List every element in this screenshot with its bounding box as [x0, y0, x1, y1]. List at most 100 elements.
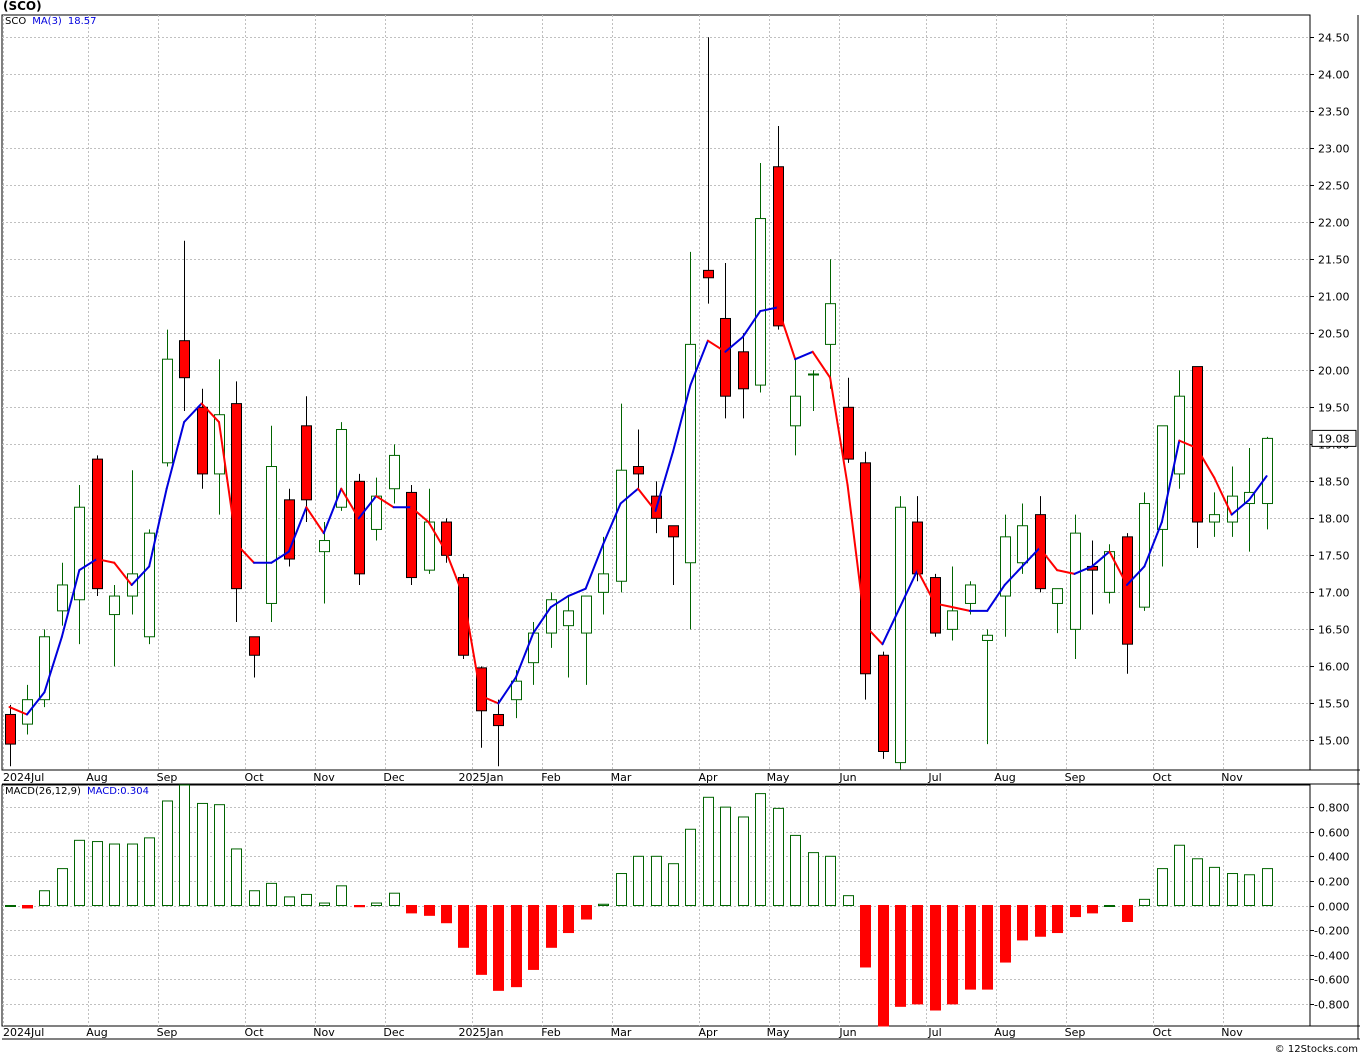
macd-x-tick-label: May — [767, 1026, 790, 1039]
macd-bar — [1209, 866, 1220, 906]
candle-body — [1262, 437, 1273, 505]
candle-body — [1052, 588, 1063, 604]
ma3-segment — [1178, 439, 1198, 450]
candle-body — [406, 491, 417, 579]
price-candle — [5, 704, 16, 767]
candle-body — [773, 166, 784, 327]
candle-body — [214, 414, 225, 475]
price-x-tick-label: Aug — [86, 771, 107, 784]
candle-body — [1157, 425, 1168, 530]
ma3-segment — [671, 384, 692, 453]
candle-body — [808, 373, 819, 376]
price-y-tick-label: 22.50 — [1318, 180, 1350, 193]
price-candle — [685, 251, 696, 630]
candle-body — [616, 469, 627, 582]
candle-body — [1000, 536, 1011, 597]
macd-bar — [109, 843, 120, 906]
candle-body — [878, 654, 889, 752]
macd-label: MACD(26,12,9) — [5, 786, 81, 797]
price-x-tick-label: Mar — [611, 771, 632, 784]
candle-body — [633, 466, 644, 475]
candle-body — [668, 525, 679, 538]
macd-bar — [92, 841, 103, 906]
ma3-segment — [724, 335, 744, 353]
price-y-tick-label: 24.00 — [1318, 69, 1350, 82]
ma3-segment — [410, 506, 430, 524]
ma3-segment — [1248, 475, 1268, 501]
ma3-segment — [1160, 439, 1181, 524]
ma3-segment — [811, 350, 832, 379]
candle-body — [179, 340, 190, 379]
candle-body — [319, 540, 330, 553]
macd-x-tick-label: Aug — [86, 1026, 107, 1039]
macd-bar — [773, 807, 784, 906]
macd-bar — [860, 905, 871, 968]
ma3-segment — [916, 569, 936, 605]
macd-bar — [231, 848, 242, 907]
price-candle — [546, 592, 557, 648]
price-candle — [476, 666, 487, 748]
macd-y-tick-label: -0.800 — [1314, 999, 1349, 1012]
macd-bar — [1104, 905, 1115, 907]
candle-body — [790, 395, 801, 427]
macd-bar — [1139, 898, 1150, 907]
ma3-segment — [1056, 569, 1076, 575]
macd-y-tick-label: 0.000 — [1318, 901, 1350, 914]
candle-body — [266, 466, 277, 604]
macd-bar — [982, 905, 993, 990]
price-candle — [633, 429, 644, 489]
price-candle — [773, 126, 784, 330]
ma3-segment — [567, 587, 587, 598]
macd-x-tick-label: 2025Jan — [459, 1026, 504, 1039]
macd-y-tick-label: -0.200 — [1314, 925, 1349, 938]
price-y-tick-label: 21.00 — [1318, 291, 1350, 304]
macd-bar — [354, 905, 365, 908]
ma3-segment — [200, 402, 221, 424]
candle-body — [685, 343, 696, 564]
price-candle — [1122, 533, 1133, 674]
ma3-segment — [637, 487, 657, 512]
price-candle — [301, 396, 312, 523]
macd-bar — [912, 905, 923, 1005]
macd-y-tick-label: 0.400 — [1318, 851, 1350, 864]
candle-body — [231, 403, 242, 590]
macd-bar — [1122, 905, 1133, 922]
macd-bar — [493, 905, 504, 991]
price-x-tick-label: Apr — [698, 771, 718, 784]
price-candle — [878, 651, 889, 759]
price-x-tick-label: Nov — [1221, 771, 1243, 784]
macd-y-tick-label: 0.800 — [1318, 802, 1350, 815]
macd-bar — [685, 828, 696, 907]
price-y-tick-label: 22.00 — [1318, 217, 1350, 230]
macd-legend: MACD(26,12,9) MACD:0.304 — [5, 786, 149, 797]
macd-bar — [878, 905, 889, 1027]
price-candle — [354, 473, 365, 585]
ma3-segment — [706, 339, 727, 353]
macd-bar — [720, 806, 731, 906]
candle-body — [1192, 366, 1203, 523]
ma3-segment — [183, 402, 203, 424]
macd-bar — [668, 863, 679, 906]
candle-body — [895, 506, 906, 764]
price-candle — [808, 370, 819, 412]
macd-bar — [511, 905, 522, 988]
ma3-segment — [113, 561, 133, 586]
ma3-segment — [951, 606, 971, 612]
symbol-label: SCO — [5, 16, 27, 27]
price-y-tick-label: 15.00 — [1318, 735, 1350, 748]
macd-bar — [389, 892, 400, 907]
ma3-segment — [340, 487, 360, 520]
macd-bar — [703, 796, 714, 906]
candle-body — [598, 573, 609, 593]
ma3-segment — [165, 421, 186, 490]
price-x-tick-label: Jun — [838, 771, 856, 784]
candle-body — [162, 358, 173, 464]
price-candle — [965, 581, 976, 615]
candle-body — [703, 269, 714, 279]
macd-bar — [598, 903, 609, 906]
macd-bar — [476, 905, 487, 975]
price-candle — [493, 699, 504, 767]
candle-body — [144, 532, 155, 638]
macd-x-tick-label: Sep — [1065, 1026, 1086, 1039]
ma3-segment — [1143, 521, 1163, 568]
